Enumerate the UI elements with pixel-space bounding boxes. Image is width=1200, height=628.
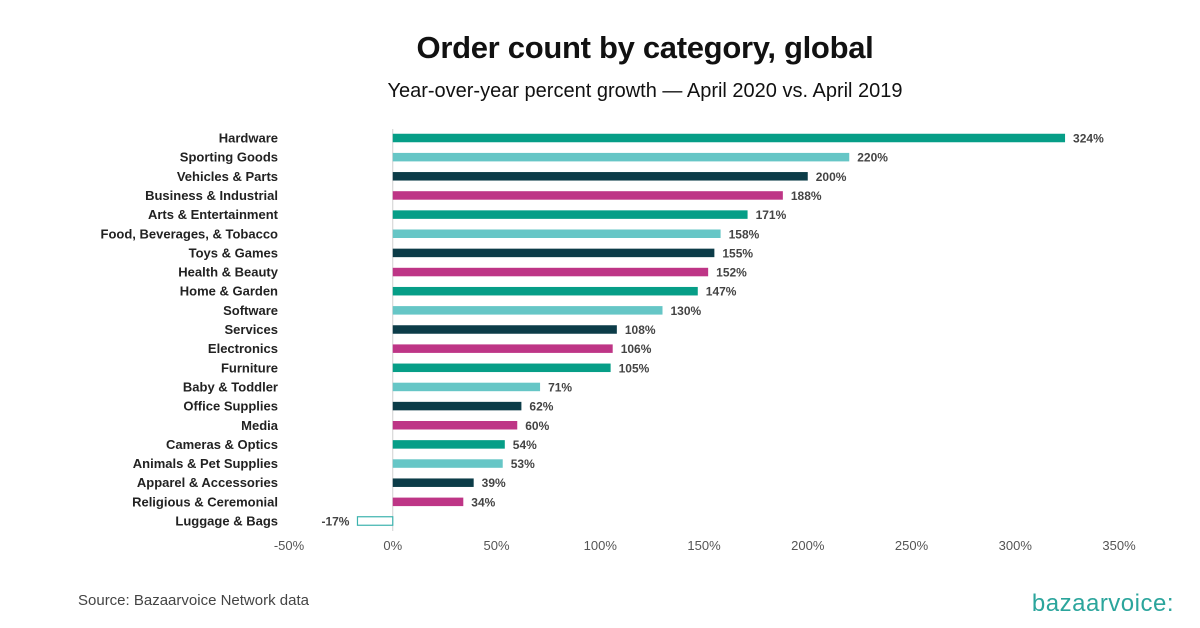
x-tick-label: 350% — [1102, 538, 1136, 553]
value-label: 71% — [548, 380, 572, 394]
category-label: Cameras & Optics — [166, 437, 278, 452]
category-label: Hardware — [219, 131, 278, 146]
value-label: 106% — [621, 342, 652, 356]
category-label: Services — [225, 322, 279, 337]
value-label: 220% — [857, 151, 888, 165]
category-label: Food, Beverages, & Tobacco — [101, 226, 279, 241]
bar — [392, 133, 1066, 143]
bar — [392, 286, 698, 296]
bar — [392, 325, 617, 334]
bar — [392, 210, 748, 219]
category-label: Business & Industrial — [145, 188, 278, 203]
category-label: Apparel & Accessories — [137, 475, 278, 490]
value-label: 54% — [513, 438, 537, 452]
bar — [392, 267, 709, 277]
bar — [392, 363, 611, 373]
category-label: Baby & Toddler — [183, 379, 278, 394]
x-tick-label: 150% — [687, 538, 721, 553]
x-tick-label: 50% — [483, 538, 509, 553]
category-label: Animals & Pet Supplies — [133, 456, 278, 471]
value-label: 324% — [1073, 132, 1104, 146]
bar — [392, 152, 850, 162]
value-label: 53% — [511, 457, 535, 471]
x-tick-label: 200% — [791, 538, 825, 553]
bar — [392, 478, 474, 487]
value-label: 200% — [816, 170, 847, 184]
bar — [392, 440, 505, 449]
bar — [392, 459, 503, 468]
value-label: 60% — [525, 419, 549, 433]
chart-subtitle: Year-over-year percent growth — April 20… — [387, 80, 903, 102]
bar — [392, 497, 464, 507]
value-label: 155% — [722, 246, 753, 260]
bar — [356, 516, 394, 526]
bar — [392, 306, 663, 315]
value-label: 34% — [471, 495, 495, 509]
value-label: 62% — [529, 400, 553, 414]
bar — [392, 248, 715, 258]
value-label: 152% — [716, 266, 747, 280]
bar — [392, 172, 808, 181]
category-label: Sporting Goods — [180, 150, 278, 165]
category-label: Religious & Ceremonial — [132, 494, 278, 509]
bar — [392, 382, 541, 392]
bar — [392, 229, 721, 238]
x-tick-label: 0% — [383, 538, 402, 553]
category-label: Toys & Games — [189, 245, 278, 260]
category-label: Software — [223, 303, 278, 318]
bazaarvoice-logo: bazaarvoice: — [1031, 590, 1174, 617]
bar — [392, 421, 518, 430]
value-label: -17% — [321, 515, 349, 529]
bar — [392, 401, 522, 411]
source-note: Source: Bazaarvoice Network data — [78, 592, 309, 609]
category-label: Media — [241, 418, 279, 433]
category-label: Vehicles & Parts — [177, 169, 278, 184]
category-label: Electronics — [208, 341, 278, 356]
value-label: 130% — [671, 304, 702, 318]
category-label: Health & Beauty — [178, 265, 278, 280]
category-label: Luggage & Bags — [175, 514, 278, 529]
value-label: 39% — [482, 476, 506, 490]
bar — [392, 344, 613, 353]
value-label: 171% — [756, 208, 787, 222]
bar — [392, 191, 783, 200]
value-label: 108% — [625, 323, 656, 337]
category-label: Office Supplies — [183, 399, 278, 414]
chart-title: Order count by category, global — [416, 30, 874, 65]
value-label: 147% — [706, 285, 737, 299]
category-label: Furniture — [221, 360, 278, 375]
x-tick-label: 100% — [584, 538, 618, 553]
x-tick-label: 300% — [999, 538, 1033, 553]
x-tick-label: -50% — [274, 538, 305, 553]
value-label: 158% — [729, 227, 760, 241]
category-label: Arts & Entertainment — [148, 207, 279, 222]
value-label: 188% — [791, 189, 822, 203]
x-tick-label: 250% — [895, 538, 929, 553]
category-label: Home & Garden — [180, 284, 278, 299]
value-label: 105% — [619, 361, 650, 375]
